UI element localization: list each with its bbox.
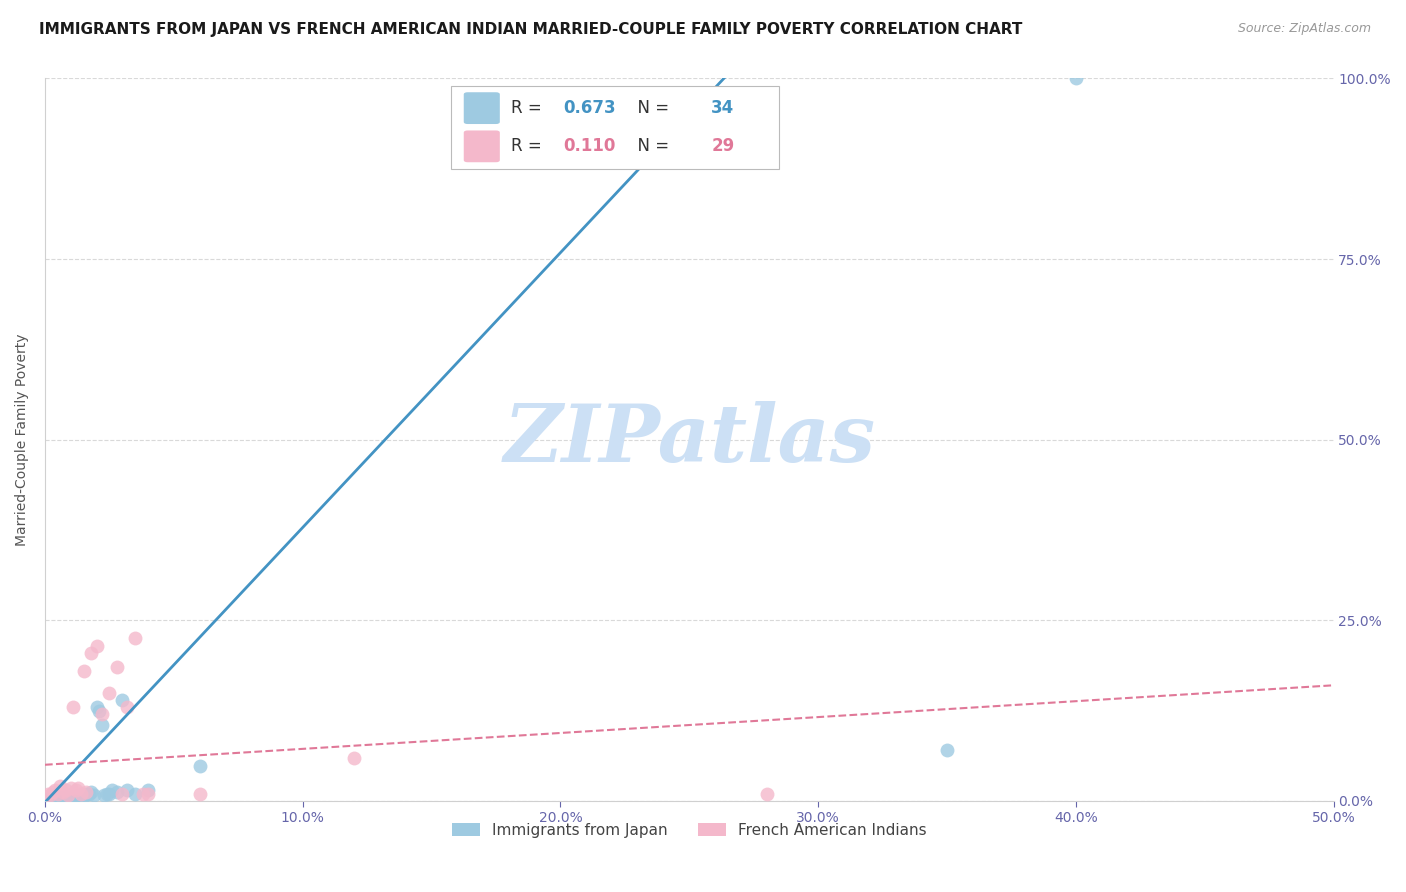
Point bbox=[59, 780, 82, 795]
Point bbox=[65, 789, 87, 803]
FancyBboxPatch shape bbox=[451, 86, 779, 169]
Point bbox=[98, 788, 121, 802]
Point bbox=[111, 692, 134, 706]
Point bbox=[52, 785, 75, 799]
Point bbox=[67, 789, 90, 804]
Point bbox=[39, 791, 62, 805]
Point bbox=[56, 788, 79, 802]
Point bbox=[80, 646, 103, 660]
Point bbox=[52, 791, 75, 805]
Point bbox=[93, 788, 115, 802]
Text: 0.110: 0.110 bbox=[562, 137, 616, 155]
Point bbox=[101, 783, 124, 797]
Point bbox=[136, 783, 159, 797]
Point bbox=[117, 783, 139, 797]
Point bbox=[105, 785, 128, 799]
Point bbox=[41, 791, 63, 805]
Point bbox=[87, 704, 110, 718]
Point bbox=[62, 700, 84, 714]
Point bbox=[1064, 71, 1087, 86]
Point bbox=[75, 788, 97, 802]
Point bbox=[124, 787, 146, 801]
Point bbox=[62, 790, 84, 805]
Point bbox=[46, 790, 69, 805]
Point bbox=[55, 790, 77, 805]
Text: R =: R = bbox=[512, 99, 547, 117]
Point bbox=[72, 664, 94, 678]
Point bbox=[67, 780, 90, 795]
FancyBboxPatch shape bbox=[464, 92, 499, 124]
Point bbox=[70, 788, 93, 802]
Point bbox=[96, 787, 118, 801]
Point bbox=[49, 780, 72, 794]
Text: N =: N = bbox=[627, 137, 675, 155]
Point bbox=[90, 707, 112, 722]
Text: 29: 29 bbox=[711, 137, 734, 155]
Point bbox=[37, 787, 59, 801]
Point bbox=[936, 743, 959, 757]
Point bbox=[111, 787, 134, 801]
Text: 34: 34 bbox=[711, 99, 734, 117]
Point bbox=[86, 700, 108, 714]
Text: N =: N = bbox=[627, 99, 675, 117]
Text: R =: R = bbox=[512, 137, 547, 155]
Text: IMMIGRANTS FROM JAPAN VS FRENCH AMERICAN INDIAN MARRIED-COUPLE FAMILY POVERTY CO: IMMIGRANTS FROM JAPAN VS FRENCH AMERICAN… bbox=[39, 22, 1022, 37]
Point bbox=[98, 685, 121, 699]
Point bbox=[188, 787, 211, 801]
Point bbox=[117, 700, 139, 714]
Point bbox=[136, 787, 159, 801]
Point bbox=[39, 788, 62, 802]
Text: ZIPatlas: ZIPatlas bbox=[503, 401, 876, 478]
Point bbox=[188, 759, 211, 773]
Point bbox=[83, 788, 105, 802]
Text: 0.673: 0.673 bbox=[562, 99, 616, 117]
Point bbox=[49, 791, 72, 805]
Point bbox=[80, 785, 103, 799]
Point bbox=[132, 787, 155, 801]
Point bbox=[37, 792, 59, 806]
Point bbox=[59, 789, 82, 804]
Y-axis label: Married-Couple Family Poverty: Married-Couple Family Poverty bbox=[15, 334, 30, 546]
Point bbox=[65, 783, 87, 797]
Text: Source: ZipAtlas.com: Source: ZipAtlas.com bbox=[1237, 22, 1371, 36]
Point bbox=[90, 718, 112, 732]
Point bbox=[44, 791, 66, 805]
Legend: Immigrants from Japan, French American Indians: Immigrants from Japan, French American I… bbox=[446, 816, 932, 844]
Point bbox=[72, 789, 94, 803]
Point bbox=[755, 787, 778, 801]
Point bbox=[41, 785, 63, 799]
Point bbox=[77, 787, 100, 801]
Point bbox=[44, 783, 66, 797]
Point bbox=[75, 785, 97, 799]
Point bbox=[55, 783, 77, 797]
FancyBboxPatch shape bbox=[464, 130, 499, 162]
Point bbox=[105, 660, 128, 674]
Point bbox=[70, 787, 93, 801]
Point bbox=[343, 750, 366, 764]
Point bbox=[124, 632, 146, 646]
Point bbox=[56, 791, 79, 805]
Point bbox=[86, 639, 108, 653]
Point bbox=[46, 787, 69, 801]
